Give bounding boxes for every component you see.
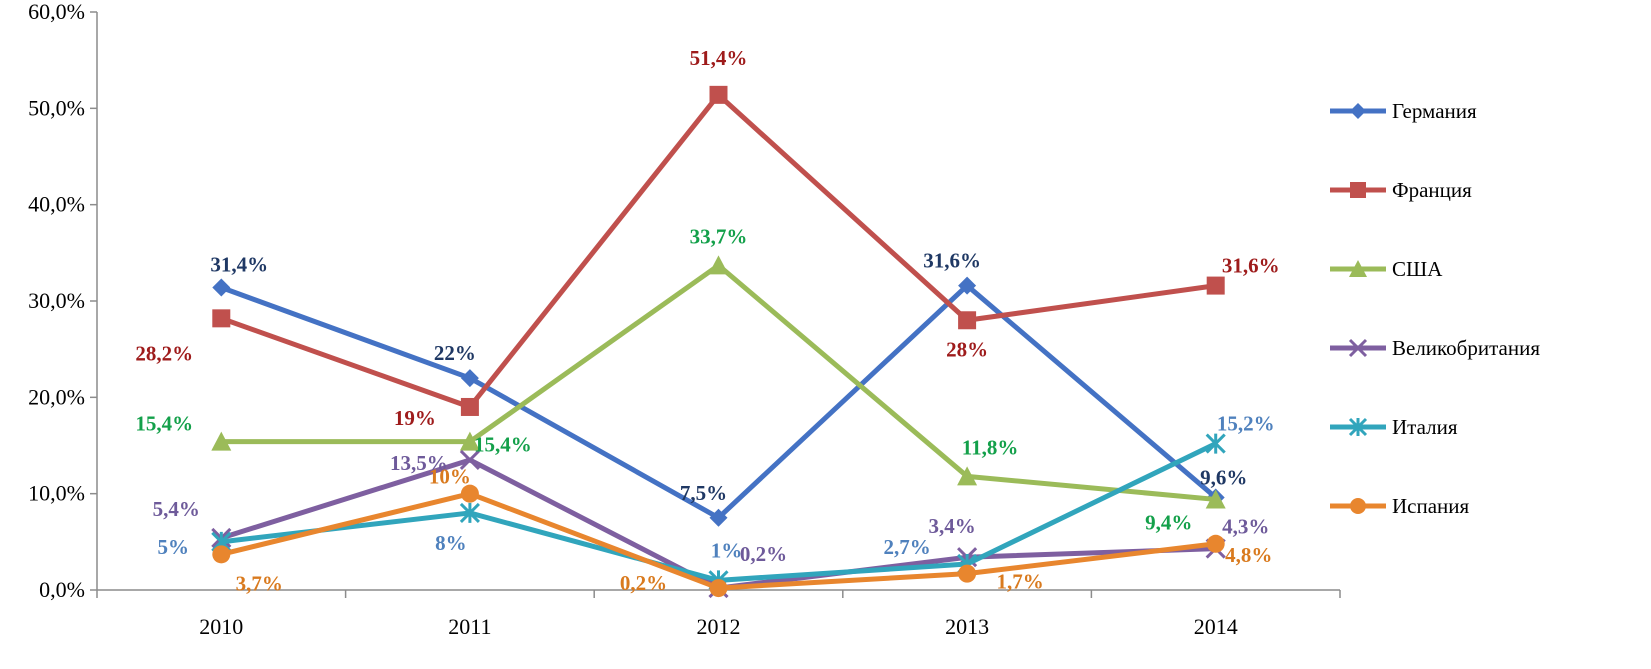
data-label: 19% bbox=[394, 406, 436, 430]
legend-label: Великобритания bbox=[1392, 336, 1540, 360]
data-label: 5% bbox=[158, 535, 190, 559]
series-lines bbox=[211, 85, 1226, 599]
data-label: 15,2% bbox=[1217, 412, 1275, 436]
data-point bbox=[1205, 433, 1226, 454]
data-point bbox=[709, 85, 728, 104]
series-line bbox=[220, 92, 1217, 410]
data-point bbox=[1206, 276, 1225, 295]
x-tick-label: 2012 bbox=[697, 614, 741, 639]
data-point bbox=[958, 311, 977, 330]
data-label: 7,5% bbox=[680, 481, 727, 505]
data-label: 0,2% bbox=[620, 571, 667, 595]
legend-marker bbox=[1350, 498, 1366, 514]
data-label: 33,7% bbox=[690, 224, 748, 248]
series-1 bbox=[212, 85, 1225, 416]
legend-marker bbox=[1348, 417, 1368, 437]
data-point bbox=[957, 466, 978, 486]
series-line bbox=[221, 262, 1216, 502]
series-2 bbox=[211, 255, 1226, 509]
y-tick-label: 30,0% bbox=[28, 288, 85, 313]
data-point bbox=[708, 255, 729, 275]
data-label: 13,5% bbox=[390, 451, 448, 475]
data-point bbox=[212, 309, 231, 328]
legend-item: Италия bbox=[1330, 415, 1458, 439]
data-point bbox=[460, 484, 479, 503]
legend-marker bbox=[1350, 103, 1366, 119]
data-label: 4,3% bbox=[1222, 515, 1269, 539]
data-point bbox=[459, 502, 480, 523]
data-label: 9,4% bbox=[1145, 510, 1192, 534]
data-label: 5,4% bbox=[153, 497, 200, 521]
data-label: 31,6% bbox=[1222, 254, 1280, 278]
legend-item: Великобритания bbox=[1330, 336, 1540, 360]
legend-item: Испания bbox=[1330, 494, 1470, 518]
data-label: 28% bbox=[946, 337, 988, 361]
y-tick-label: 60,0% bbox=[28, 0, 85, 24]
data-label: 22% bbox=[434, 341, 476, 365]
data-point bbox=[459, 431, 480, 451]
data-label: 8% bbox=[435, 531, 467, 555]
data-label: 15,4% bbox=[474, 433, 532, 457]
data-label: 0,2% bbox=[740, 542, 787, 566]
data-labels: 31,4% 22% 7,5% 31,6% 9,6% 28,2% 19% 51,4% 28% 31,… bbox=[135, 46, 1279, 596]
y-tick-label: 0,0% bbox=[39, 577, 85, 602]
x-tick-label: 2014 bbox=[1194, 614, 1238, 639]
y-tick-label: 50,0% bbox=[28, 95, 85, 120]
legend-item: США bbox=[1330, 257, 1443, 281]
legend-label: Франция bbox=[1392, 178, 1472, 202]
legend-label: Испания bbox=[1392, 494, 1470, 518]
legend-label: Италия bbox=[1392, 415, 1458, 439]
data-label: 51,4% bbox=[690, 46, 748, 70]
data-label: 31,6% bbox=[923, 249, 981, 273]
data-point bbox=[211, 431, 232, 451]
legend-label: США bbox=[1392, 257, 1443, 281]
data-label: 1% bbox=[711, 538, 743, 562]
data-label: 28,2% bbox=[135, 341, 193, 365]
data-point bbox=[709, 508, 728, 527]
data-label: 2,7% bbox=[883, 535, 930, 559]
axes: 0,0% 10,0% 20,0% 30,0% 40,0% 50,0% 60,0% 2010 20… bbox=[28, 0, 1341, 639]
legend: Германия Франция США Великобритания Италия Ис… bbox=[1330, 99, 1540, 518]
data-point bbox=[212, 545, 231, 564]
x-tick-label: 2011 bbox=[448, 614, 491, 639]
data-point bbox=[460, 397, 479, 416]
data-label: 31,4% bbox=[210, 253, 268, 277]
legend-label: Германия bbox=[1392, 99, 1477, 123]
legend-marker bbox=[1350, 182, 1366, 198]
x-tick-label: 2013 bbox=[945, 614, 989, 639]
data-label: 3,7% bbox=[236, 571, 283, 595]
data-label: 15,4% bbox=[135, 412, 193, 436]
data-label: 4,8% bbox=[1225, 543, 1272, 567]
data-point bbox=[459, 449, 480, 471]
y-tick-label: 10,0% bbox=[28, 481, 85, 506]
y-tick-label: 20,0% bbox=[28, 384, 85, 409]
y-tick-label: 40,0% bbox=[28, 192, 85, 217]
data-label: 9,6% bbox=[1200, 466, 1247, 490]
data-label: 10% bbox=[429, 465, 471, 489]
series-5 bbox=[212, 484, 1225, 598]
data-point bbox=[1206, 534, 1225, 553]
legend-item: Франция bbox=[1330, 178, 1472, 202]
data-point bbox=[460, 369, 479, 388]
data-point bbox=[1205, 489, 1226, 509]
data-label: 11,8% bbox=[962, 435, 1019, 459]
data-point bbox=[958, 564, 977, 583]
data-label: 1,7% bbox=[996, 570, 1043, 594]
legend-marker bbox=[1349, 260, 1367, 277]
legend-marker bbox=[1348, 338, 1368, 358]
data-label: 3,4% bbox=[928, 514, 975, 538]
data-point bbox=[709, 579, 728, 598]
legend-item: Германия bbox=[1330, 99, 1477, 123]
data-point bbox=[958, 276, 977, 295]
data-point bbox=[212, 278, 231, 297]
x-tick-label: 2010 bbox=[199, 614, 243, 639]
